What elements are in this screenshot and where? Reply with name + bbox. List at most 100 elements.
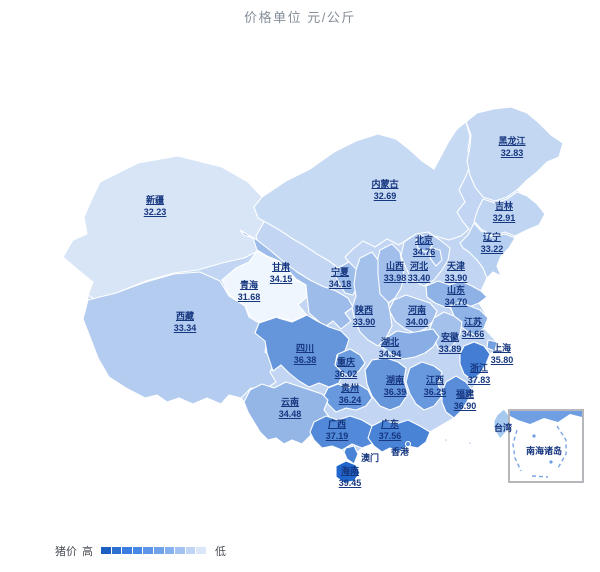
- province-name: 陕西: [354, 305, 373, 315]
- province-label-guangxi[interactable]: 广西 37.19: [326, 418, 349, 442]
- province-name: 天津: [446, 261, 465, 271]
- province-label-jiangxi[interactable]: 江西 36.25: [424, 374, 447, 398]
- legend-swatches: [101, 545, 207, 557]
- province-value: 32.91: [492, 213, 516, 223]
- legend-swatch: [196, 547, 206, 554]
- province-shape-hebei[interactable]: [400, 231, 451, 287]
- province-shape-shandong[interactable]: [425, 280, 488, 310]
- province-value: 37.83: [467, 375, 491, 385]
- province-shape-hainan[interactable]: [335, 460, 361, 484]
- province-name: 吉林: [494, 201, 513, 211]
- province-label-qinghai[interactable]: 青海 31.68: [238, 279, 261, 303]
- inset-dash-line-right: [556, 425, 567, 469]
- province-shape-hubei[interactable]: [378, 328, 440, 360]
- province-name: 山东: [446, 285, 465, 295]
- province-label-neimenggu[interactable]: 内蒙古 32.69: [371, 178, 398, 202]
- province-shape-guizhou[interactable]: [323, 383, 373, 413]
- province-name: 甘肃: [271, 262, 290, 272]
- province-label-ningxia[interactable]: 宁夏 34.18: [329, 266, 352, 290]
- province-value: 37.19: [325, 431, 349, 441]
- province-name: 青海: [239, 280, 258, 290]
- inset-label-text: 南海诸岛: [525, 446, 563, 456]
- province-label-yunnan[interactable]: 云南 34.48: [279, 396, 302, 420]
- province-name: 云南: [280, 397, 299, 407]
- province-value: 34.15: [269, 274, 293, 284]
- province-shape-jiangxi[interactable]: [405, 361, 443, 411]
- province-value: 36.90: [453, 401, 477, 411]
- province-label-hunan[interactable]: 湖南 36.39: [384, 374, 407, 398]
- province-shape-shanghai[interactable]: [486, 339, 498, 352]
- province-shape-guangdong[interactable]: [367, 419, 431, 453]
- province-label-guizhou[interactable]: 贵州 36.24: [339, 382, 362, 406]
- province-name: 西藏: [175, 311, 194, 321]
- province-shape-liaoning[interactable]: [459, 222, 516, 279]
- province-name: 湖北: [380, 337, 399, 347]
- province-name: 江苏: [463, 317, 482, 327]
- province-label-xianggang: 香港: [391, 446, 409, 458]
- province-shape-taiwan[interactable]: [493, 408, 511, 440]
- province-label-jilin[interactable]: 吉林 32.91: [493, 200, 516, 224]
- province-label-anhui[interactable]: 安徽 33.89: [439, 331, 462, 355]
- province-label-xizang[interactable]: 西藏 33.34: [174, 310, 197, 334]
- province-label-chongqing[interactable]: 重庆 36.02: [335, 356, 358, 380]
- province-value: 34.66: [461, 329, 485, 339]
- inset-island-dot: [549, 460, 553, 464]
- legend-swatch: [111, 547, 122, 554]
- province-value: 36.24: [338, 395, 362, 405]
- province-label-fujian[interactable]: 福建 36.90: [454, 388, 477, 412]
- province-label-liaoning[interactable]: 辽宁 33.22: [481, 231, 504, 255]
- province-name: 河北: [409, 261, 428, 271]
- province-shape-aomen[interactable]: [391, 447, 397, 453]
- province-label-jiangsu[interactable]: 江苏 34.66: [462, 316, 485, 340]
- province-name: 河南: [407, 305, 426, 315]
- province-shape-tianjin[interactable]: [429, 247, 443, 267]
- province-label-hainan[interactable]: 海南 39.45: [339, 465, 362, 489]
- province-label-tianjin[interactable]: 天津 33.90: [445, 260, 468, 284]
- province-name: 浙江: [469, 363, 488, 373]
- legend-swatch: [143, 547, 153, 554]
- province-shape-chongqing[interactable]: [334, 348, 366, 378]
- province-label-hubei[interactable]: 湖北 34.94: [379, 336, 402, 360]
- province-value: 32.23: [143, 207, 167, 217]
- province-label-hebei[interactable]: 河北 33.40: [408, 260, 431, 284]
- province-name: 上海: [492, 343, 511, 353]
- province-label-shanxi[interactable]: 山西 33.98: [384, 260, 407, 284]
- province-name: 北京: [414, 235, 433, 245]
- province-shape-jilin[interactable]: [473, 191, 546, 237]
- province-shape-heilongjiang[interactable]: [465, 106, 564, 202]
- legend-swatch: [164, 547, 175, 554]
- province-label-henan[interactable]: 河南 34.00: [406, 304, 429, 328]
- province-label-shanghai[interactable]: 上海 35.80: [491, 342, 514, 366]
- province-label-beijing[interactable]: 北京 34.76: [413, 234, 436, 258]
- islet-dot: [468, 441, 472, 445]
- province-label-zhejiang[interactable]: 浙江 37.83: [468, 362, 491, 386]
- page-title: 价格单位 元/公斤: [244, 10, 356, 25]
- province-shape-henan[interactable]: [388, 294, 438, 334]
- province-shape-beijing[interactable]: [415, 234, 433, 253]
- province-label-xinjiang[interactable]: 新疆 32.23: [144, 194, 167, 218]
- province-name: 澳门: [360, 453, 380, 463]
- province-label-heilongjiang[interactable]: 黑龙江 32.83: [498, 135, 525, 159]
- province-shape-fujian[interactable]: [441, 375, 473, 419]
- province-label-shaanxi[interactable]: 陕西 33.90: [353, 304, 376, 328]
- legend-swatch: [101, 547, 111, 554]
- province-value: 35.80: [490, 355, 514, 365]
- province-shape-xinjiang[interactable]: [62, 155, 266, 302]
- province-label-gansu[interactable]: 甘肃 34.15: [270, 261, 293, 285]
- province-name: 内蒙古: [371, 179, 399, 189]
- province-shape-gansu[interactable]: [239, 229, 354, 330]
- province-shape-ningxia[interactable]: [334, 261, 360, 296]
- province-shape-xianggang[interactable]: [404, 440, 412, 448]
- province-label-guangdong[interactable]: 广东 37.56: [379, 418, 402, 442]
- province-label-sichuan[interactable]: 四川 36.38: [294, 342, 317, 366]
- province-value: 33.40: [407, 273, 431, 283]
- province-shape-zhejiang[interactable]: [459, 341, 491, 381]
- province-shape-guangxi[interactable]: [309, 415, 379, 451]
- province-shape-hunan[interactable]: [364, 357, 409, 411]
- province-value: 34.00: [405, 317, 429, 327]
- legend-swatch: [132, 547, 143, 554]
- province-name: 四川: [295, 343, 314, 353]
- province-label-shandong[interactable]: 山东 34.70: [445, 284, 468, 308]
- province-shape-sichuan[interactable]: [254, 314, 350, 388]
